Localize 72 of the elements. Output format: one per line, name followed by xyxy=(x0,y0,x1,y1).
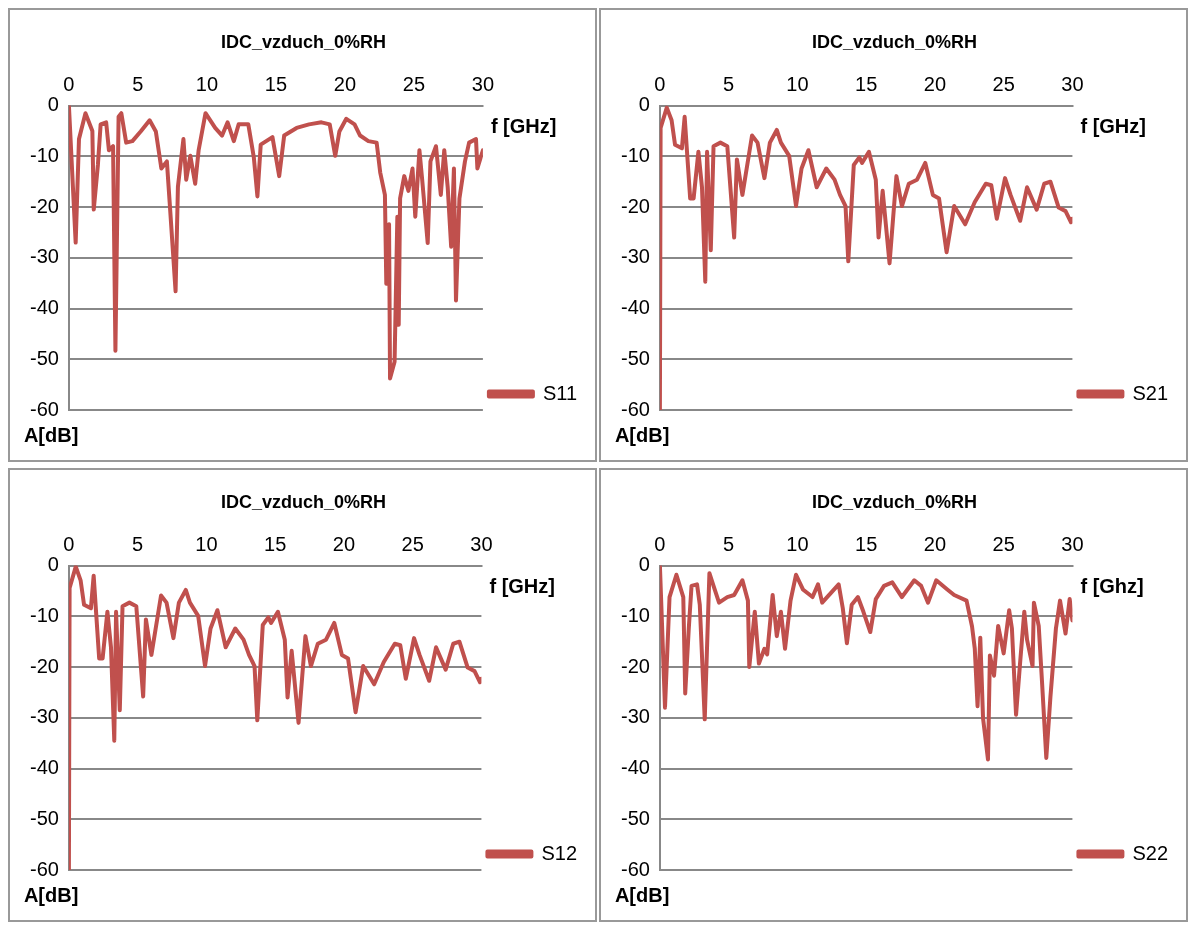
y-tick-label: 0 xyxy=(638,553,650,576)
x-tick-label: 15 xyxy=(855,533,878,556)
y-tick-label: -60 xyxy=(621,397,650,420)
y-tick-label: -10 xyxy=(30,603,59,626)
chart-title: IDC_vzduch_0%RH xyxy=(220,31,387,52)
y-tick-label: -60 xyxy=(30,857,59,880)
x-tick-label: 30 xyxy=(1061,73,1084,96)
y-tick-label: 0 xyxy=(638,93,650,116)
x-tick-label: 0 xyxy=(63,73,75,96)
y-tick-label: -30 xyxy=(621,705,650,728)
x-axis-title: f [GHz] xyxy=(1080,115,1146,138)
x-tick-label: 0 xyxy=(654,73,666,96)
chart-title: IDC_vzduch_0%RH xyxy=(220,491,387,512)
y-tick-label: -30 xyxy=(30,245,59,268)
x-tick-label: 0 xyxy=(63,533,75,556)
legend-label: S11 xyxy=(542,381,578,404)
legend-label: S21 xyxy=(1132,381,1169,404)
y-tick-label: -40 xyxy=(621,756,650,779)
x-axis-title: f [GHz] xyxy=(489,575,555,598)
x-tick-label: 10 xyxy=(195,73,219,96)
x-tick-label: 10 xyxy=(195,533,218,556)
y-tick-label: -50 xyxy=(30,346,59,369)
x-tick-label: 20 xyxy=(923,73,947,96)
chart-title: IDC_vzduch_0%RH xyxy=(811,31,978,52)
x-tick-label: 20 xyxy=(332,533,356,556)
x-tick-label: 30 xyxy=(471,73,495,96)
chart-title: IDC_vzduch_0%RH xyxy=(811,491,978,512)
y-axis-title: A[dB] xyxy=(23,883,79,906)
x-axis-title: f [GHz] xyxy=(490,115,557,138)
x-tick-label: 25 xyxy=(401,533,424,556)
y-tick-label: -30 xyxy=(621,245,650,268)
y-tick-label: 0 xyxy=(47,553,59,576)
legend-label: S12 xyxy=(541,841,578,864)
x-tick-label: 5 xyxy=(723,533,735,556)
y-tick-label: -50 xyxy=(621,346,650,369)
x-tick-label: 30 xyxy=(1061,533,1084,556)
y-tick-label: -50 xyxy=(621,806,650,829)
x-tick-label: 20 xyxy=(923,533,947,556)
y-tick-label: -20 xyxy=(621,654,650,677)
y-tick-label: -10 xyxy=(30,143,59,166)
y-tick-label: -50 xyxy=(30,806,59,829)
y-tick-label: -30 xyxy=(30,705,59,728)
y-tick-label: 0 xyxy=(47,93,59,116)
x-tick-label: 10 xyxy=(786,533,809,556)
y-tick-label: -60 xyxy=(30,397,59,420)
y-tick-label: -40 xyxy=(621,296,650,319)
x-tick-label: 15 xyxy=(855,73,878,96)
x-tick-label: 25 xyxy=(992,73,1015,96)
x-tick-label: 15 xyxy=(264,73,288,96)
x-tick-label: 5 xyxy=(723,73,735,96)
y-tick-label: -20 xyxy=(30,654,59,677)
y-tick-label: -40 xyxy=(30,756,59,779)
y-tick-label: -20 xyxy=(621,194,650,217)
y-tick-label: -40 xyxy=(30,296,59,319)
y-tick-label: -10 xyxy=(621,603,650,626)
x-tick-label: 30 xyxy=(470,533,493,556)
x-tick-label: 20 xyxy=(333,73,357,96)
x-axis-title: f [Ghz] xyxy=(1080,575,1144,598)
y-axis-title: A[dB] xyxy=(614,883,670,906)
x-tick-label: 25 xyxy=(402,73,426,96)
y-axis-title: A[dB] xyxy=(614,423,670,446)
x-tick-label: 0 xyxy=(654,533,666,556)
y-axis-title: A[dB] xyxy=(23,423,79,446)
x-tick-label: 5 xyxy=(132,73,144,96)
x-tick-label: 15 xyxy=(264,533,287,556)
x-tick-label: 10 xyxy=(786,73,809,96)
x-tick-label: 25 xyxy=(992,533,1015,556)
legend-label: S22 xyxy=(1132,841,1169,864)
x-tick-label: 5 xyxy=(132,533,144,556)
y-tick-label: -20 xyxy=(30,194,59,217)
y-tick-label: -10 xyxy=(621,143,650,166)
y-tick-label: -60 xyxy=(621,857,650,880)
